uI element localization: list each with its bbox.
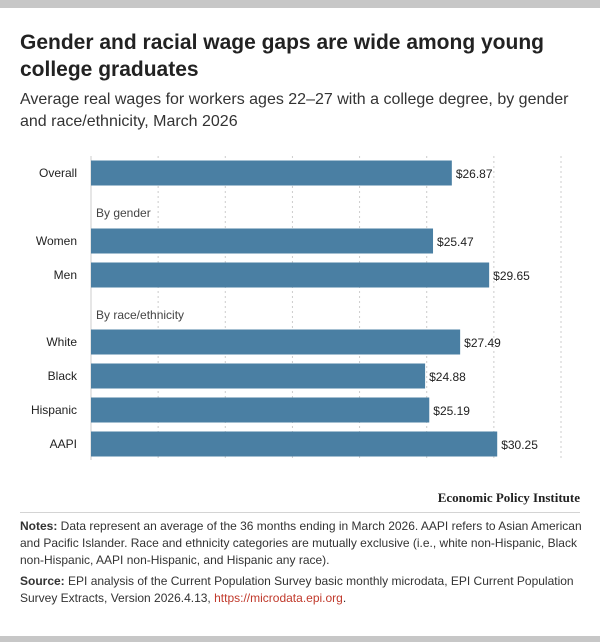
chart-title: Gender and racial wage gaps are wide amo… [20, 31, 544, 81]
bar-men [91, 262, 490, 288]
category-label: Men [54, 268, 77, 282]
source-text: EPI analysis of the Current Population S… [20, 574, 574, 605]
chart-subtitle: Average real wages for workers ages 22–2… [20, 91, 569, 130]
bar-aapi [91, 431, 498, 457]
notes-label: Notes: [20, 519, 58, 533]
notes: Notes: Data represent an average of the … [20, 518, 585, 569]
bar-women [91, 228, 434, 254]
category-label: AAPI [50, 437, 77, 451]
value-label: $27.49 [464, 336, 501, 350]
category-label: White [46, 335, 77, 349]
category-label: Hispanic [31, 403, 77, 417]
source-end: . [342, 591, 347, 605]
top-rule [0, 0, 600, 8]
bar-overall [91, 160, 452, 186]
bar-chart: By gender By race/ethnicity Overall $26.87… [31, 156, 562, 460]
footer-divider [20, 512, 580, 513]
bottom-rule [0, 636, 600, 642]
value-label: $26.87 [456, 167, 493, 181]
bar-layer: Overall $26.87 Women $25.47 Men $29.65 White $2… [31, 160, 538, 457]
value-label: $30.25 [501, 438, 538, 452]
publisher-logo: Economic Policy Institute [437, 490, 580, 505]
category-label: Black [48, 369, 78, 383]
source-link[interactable]: https://microdata.epi.org [214, 591, 343, 605]
grid-layer [90, 156, 562, 460]
source: Source: EPI analysis of the Current Popu… [20, 573, 585, 607]
value-label: $25.19 [433, 404, 470, 418]
bar-hispanic [91, 397, 430, 423]
group-header: By race/ethnicity [96, 308, 184, 322]
value-label: $25.47 [437, 235, 474, 249]
category-label: Women [36, 234, 77, 248]
category-label: Overall [39, 166, 77, 180]
bar-black [91, 363, 426, 389]
notes-text: Data represent an average of the 36 mont… [20, 519, 582, 567]
value-label: $24.88 [429, 370, 466, 384]
value-label: $29.65 [493, 269, 530, 283]
bar-white [91, 329, 461, 355]
source-label: Source: [20, 574, 65, 588]
group-header: By gender [96, 206, 151, 220]
group-header-layer: By gender By race/ethnicity [96, 206, 184, 322]
